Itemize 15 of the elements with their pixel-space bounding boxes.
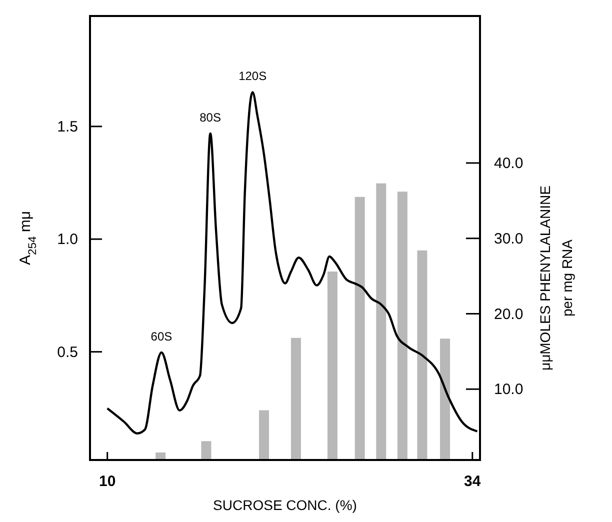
annotation: 60S xyxy=(150,329,172,344)
y2-tick-label: 20.0 xyxy=(494,306,524,323)
line-series xyxy=(106,91,478,435)
y2-tick-label: 40.0 xyxy=(494,154,524,172)
x-tick-label: 34 xyxy=(464,473,482,490)
y2-tick-label: 10.0 xyxy=(494,381,524,398)
annotation: 120S xyxy=(238,69,267,84)
y2-axis-title: μμMOLES PHENYLALANINE per mg RNA xyxy=(537,186,575,370)
annotation: 80S xyxy=(200,110,221,124)
y-tick-label: 1.0 xyxy=(57,231,78,248)
y-tick-label: 0.5 xyxy=(57,344,78,361)
y2-tick-label: 30.0 xyxy=(494,230,524,248)
x-tick-label: 10 xyxy=(98,473,116,490)
y-tick-label: 1.5 xyxy=(57,118,78,136)
x-axis-title: SUCROSE CONC. (%) xyxy=(213,497,357,513)
